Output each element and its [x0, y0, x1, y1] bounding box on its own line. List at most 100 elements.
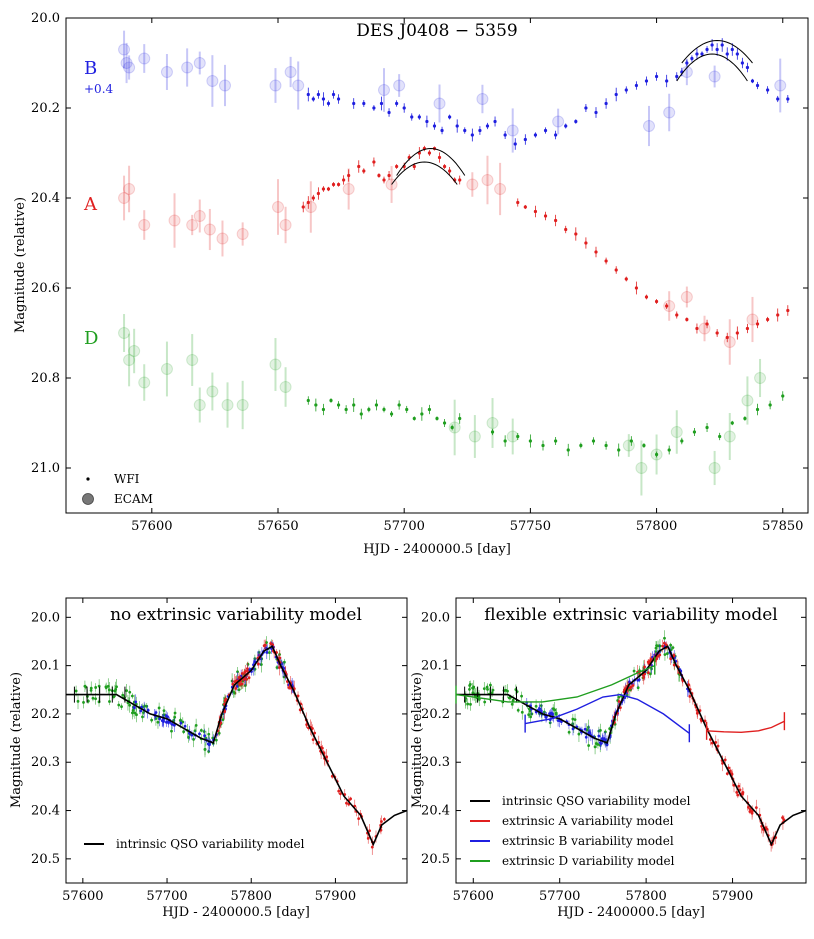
wfi-point-b: [321, 97, 326, 101]
wfi-point-a: [301, 205, 305, 209]
wfi-point-a: [685, 317, 689, 322]
wfi-point-a: [766, 317, 770, 322]
bottom-right-data-point: [663, 636, 666, 640]
wfi-point-d: [382, 407, 386, 412]
wfi-point-b: [665, 79, 669, 83]
wfi-point-d: [321, 407, 326, 412]
ecam-point-b: [643, 120, 655, 132]
wfi-point-b: [594, 110, 598, 115]
top-y-tick-label: 20.8: [31, 371, 60, 386]
bottom-left-data-point: [236, 670, 239, 674]
bottom-right-data-point: [571, 717, 575, 721]
ecam-point-d: [128, 345, 141, 357]
wfi-point-d: [755, 407, 760, 412]
bottom-left-data-point: [162, 709, 166, 713]
ecam-point-d: [279, 381, 292, 393]
bottom-left-data-point: [172, 723, 176, 727]
wfi-point-a: [665, 304, 669, 308]
bottom-right-chart-marks: [455, 630, 807, 852]
bottom-right-data-point: [604, 730, 607, 734]
wfi-point-b: [478, 128, 482, 133]
bottom-left-data-point: [154, 711, 158, 714]
bottom-left-data-point: [206, 742, 210, 746]
wfi-point-a: [412, 164, 416, 169]
ecam-point-b: [774, 79, 787, 92]
bottom-right-data-point: [548, 712, 551, 716]
wfi-point-d: [420, 412, 424, 416]
legend-intrinsic-label-2: intrinsic QSO variability model: [502, 794, 691, 808]
bottom-left-data-point: [240, 672, 244, 675]
bottom-right-title: flexible extrinsic variability model: [484, 605, 778, 625]
wfi-point-b: [523, 137, 527, 142]
bottom-left-data-point: [199, 728, 203, 732]
wfi-point-b: [448, 115, 452, 119]
ecam-point-b: [393, 79, 406, 92]
ecam-point-d: [138, 376, 151, 389]
bottom-left-data-point: [150, 718, 154, 722]
bottom-right-data-point: [471, 686, 474, 690]
top-y-tick-label: 20.4: [31, 191, 60, 206]
ecam-point-a: [466, 178, 479, 191]
wfi-point-d: [743, 416, 747, 421]
wfi-point-a: [533, 209, 538, 214]
legend-extrinsic-a-label: extrinsic A variability model: [502, 814, 674, 828]
bottom-right-x-tick-label: 57600: [453, 889, 494, 904]
ecam-point-a: [186, 219, 199, 231]
ecam-point-b: [193, 57, 206, 69]
bottom-right-data-point: [583, 727, 587, 731]
bottom-left-data-point: [235, 684, 239, 688]
wfi-point-a: [458, 178, 462, 182]
bottom-right-data-point: [710, 741, 714, 745]
wfi-point-a: [543, 214, 548, 218]
bottom-right-data-point: [542, 710, 546, 714]
bottom-right-panel: 57600 57700 57800 57900 20.0 20.1 20.2 20.3 20.4…: [410, 597, 807, 920]
bottom-left-data-point: [382, 817, 386, 821]
wfi-point-b: [624, 88, 628, 92]
wfi-point-b: [485, 124, 490, 128]
bottom-left-data-point: [339, 792, 342, 796]
wfi-point-a: [347, 173, 351, 178]
bottom-left-data-point: [217, 731, 221, 735]
wfi-point-d: [692, 430, 697, 434]
wfi-point-b: [604, 101, 608, 106]
ecam-point-d: [708, 462, 721, 474]
bottom-right-data-point: [577, 732, 581, 736]
bottom-left-data-point: [380, 820, 383, 823]
wfi-point-a: [735, 331, 739, 335]
bottom-right-data-point: [520, 694, 523, 698]
bottom-right-legend: intrinsic QSO variability model extrinsi…: [470, 794, 691, 868]
bottom-right-data-point: [646, 671, 650, 675]
ecam-point-a: [746, 313, 759, 326]
legend-extrinsic-b-label: extrinsic B variability model: [502, 834, 674, 848]
bottom-right-data-point: [665, 652, 669, 655]
wfi-point-d: [629, 439, 633, 443]
bottom-left-data-point: [271, 643, 275, 647]
bottom-right-y-tick-label: 20.3: [421, 755, 450, 770]
bottom-left-data-point: [134, 700, 138, 704]
bottom-right-data-point: [516, 708, 520, 712]
wfi-point-d: [705, 425, 709, 430]
wfi-point-d: [336, 403, 341, 407]
ecam-point-a: [279, 219, 292, 231]
wfi-point-b: [584, 106, 588, 110]
extrinsic-b-model-line: [524, 693, 690, 734]
bottom-right-data-point: [741, 792, 745, 796]
wfi-point-b: [493, 119, 497, 124]
bottom-left-panel: 57600 57700 57800 57900 20.0 20.1 20.2 20.3 20.4…: [9, 597, 408, 920]
bottom-right-data-point: [587, 744, 591, 747]
top-y-tick-label: 21.0: [31, 461, 60, 476]
time-delay-arc-a-lower: [391, 161, 458, 185]
wfi-point-a: [387, 173, 391, 178]
bottom-right-data-point: [735, 791, 739, 794]
bottom-right-data-point: [527, 713, 531, 717]
wfi-point-a: [336, 182, 341, 187]
wfi-point-a: [725, 335, 729, 340]
ecam-point-a: [118, 192, 131, 204]
wfi-point-b: [564, 124, 568, 128]
bottom-left-data-point: [156, 720, 160, 724]
bottom-right-data-point: [781, 816, 784, 819]
wfi-point-d: [405, 407, 409, 412]
bottom-right-data-point: [649, 672, 652, 676]
bottom-left-data-point: [128, 690, 132, 694]
bottom-right-data-point: [636, 678, 640, 682]
